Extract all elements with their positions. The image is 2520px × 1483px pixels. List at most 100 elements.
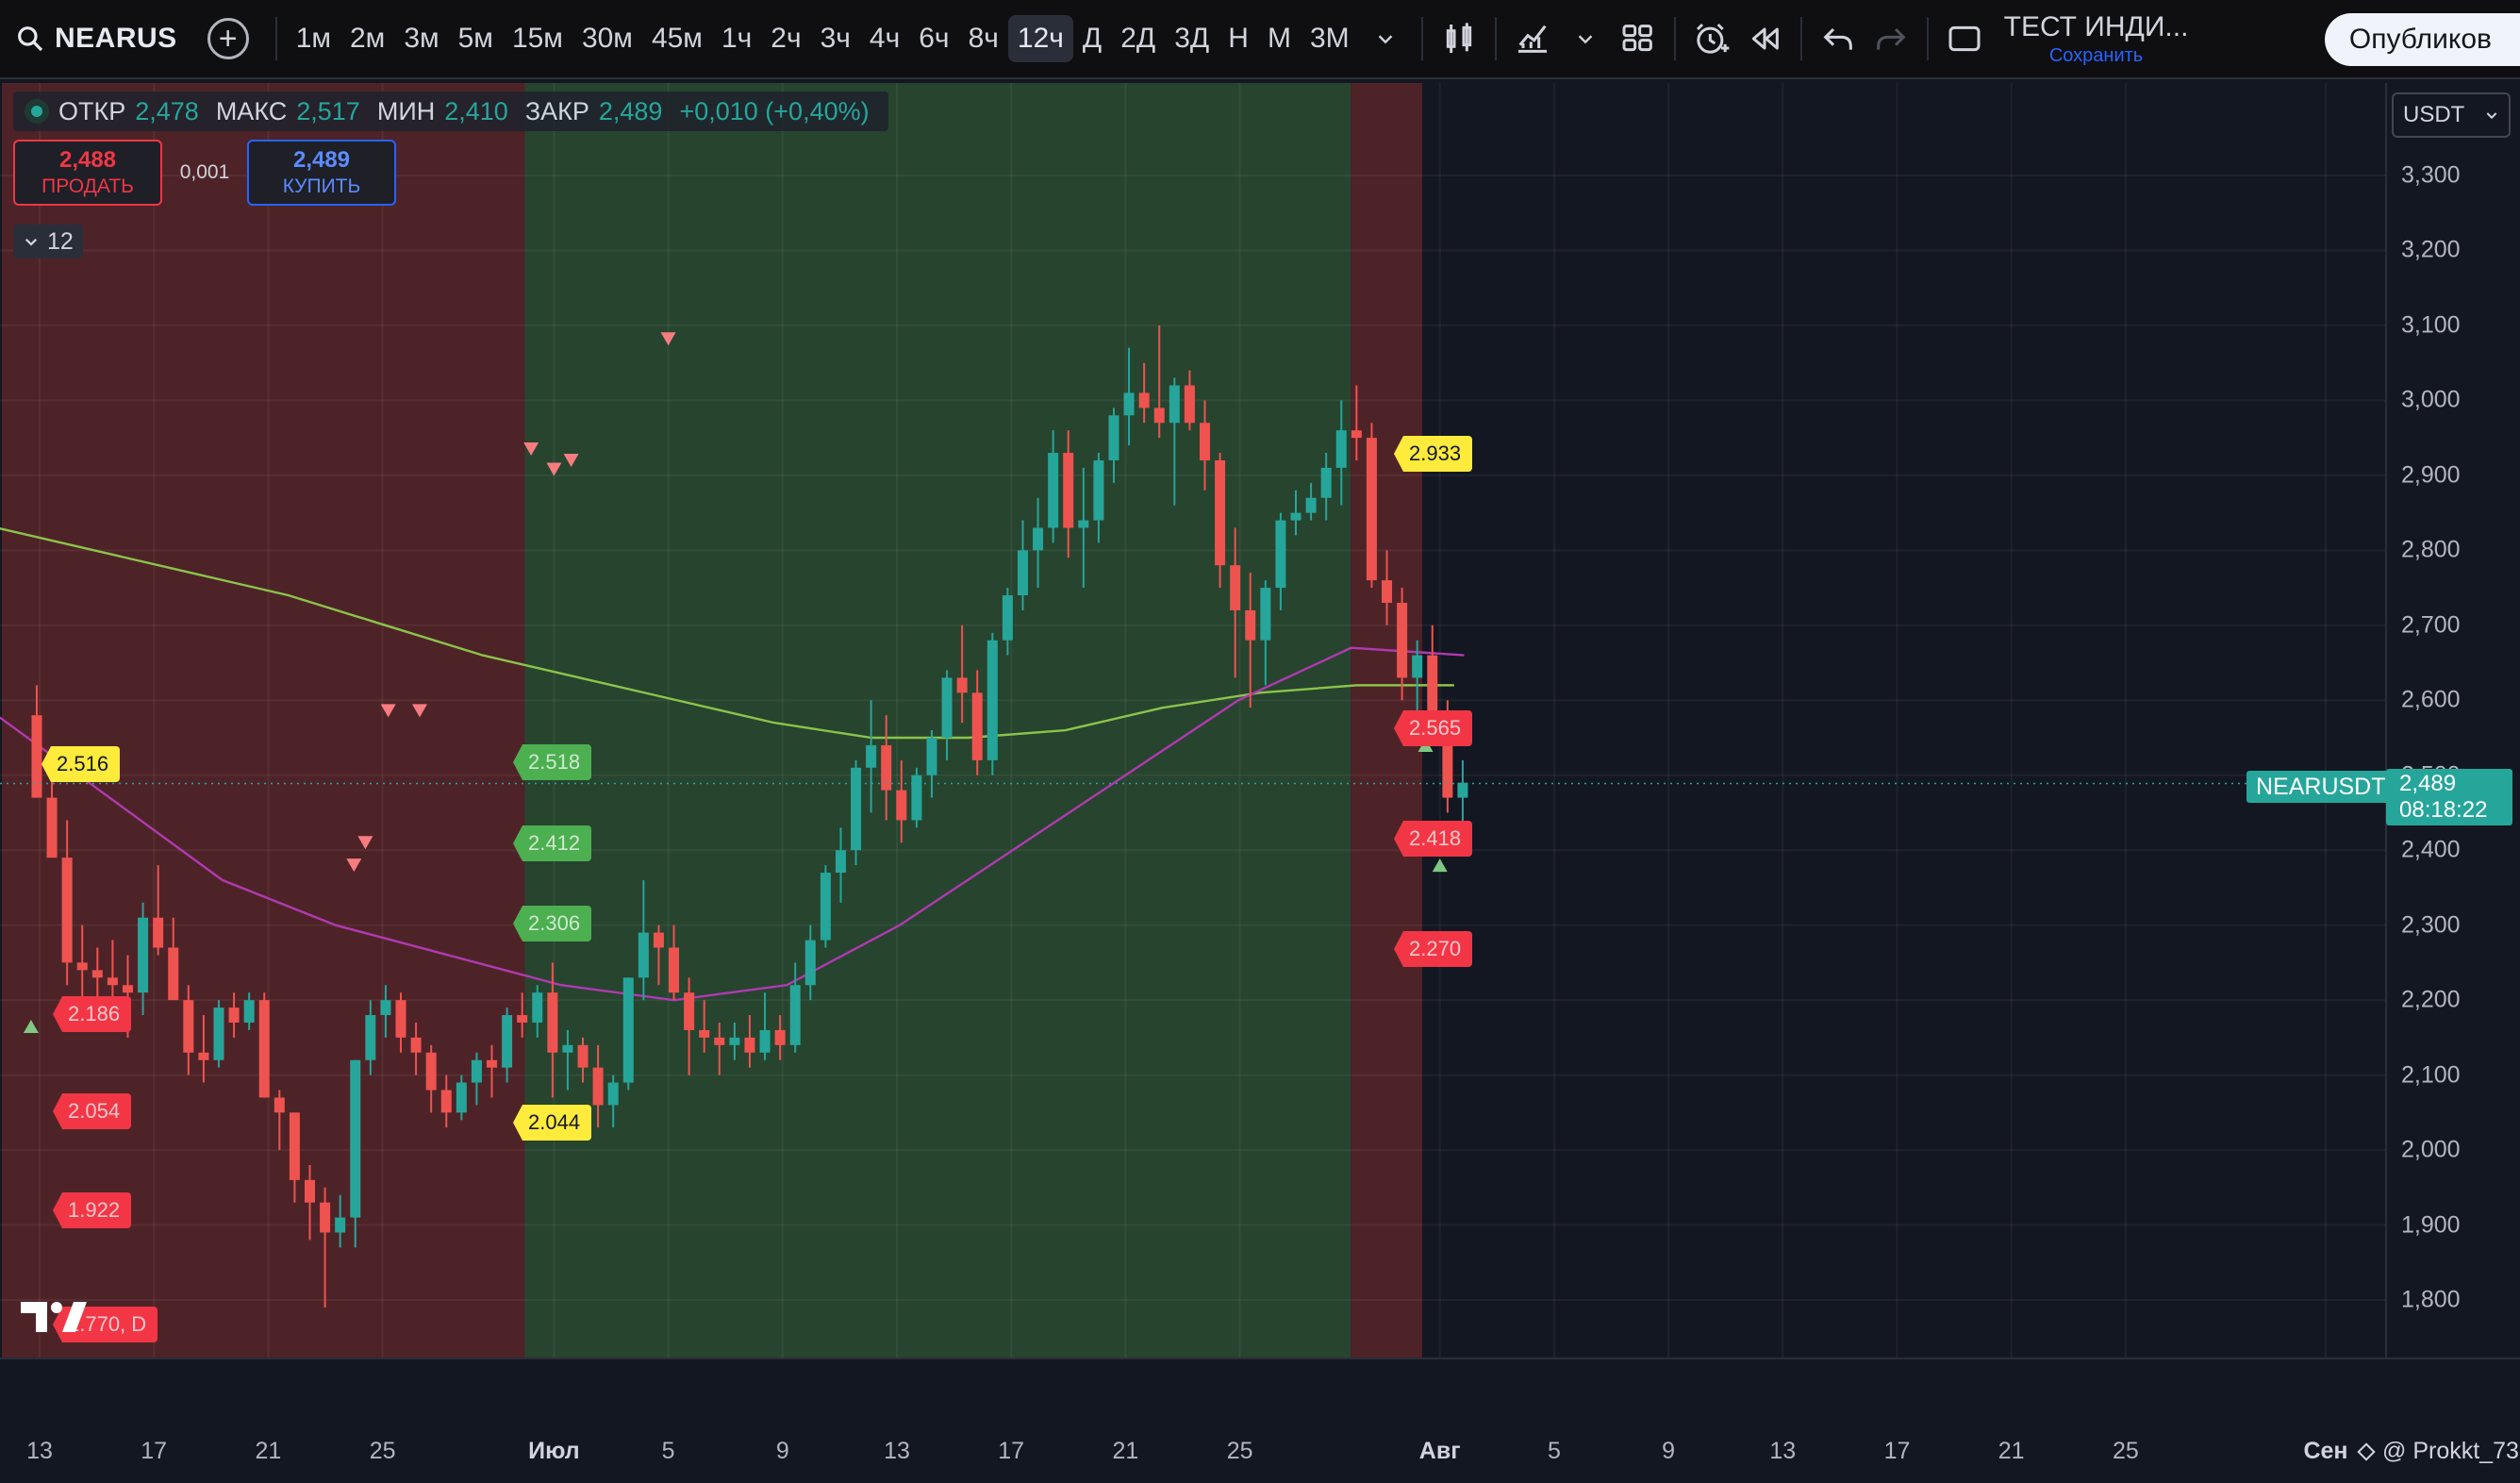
grid-layer — [0, 83, 2386, 1358]
timeframe-17[interactable]: Н — [1228, 23, 1249, 54]
time-tick: 21 — [1112, 1438, 1139, 1464]
candle-body — [638, 932, 649, 978]
time-tick: 5 — [1547, 1438, 1561, 1464]
timeframe-11[interactable]: 6ч — [919, 23, 950, 54]
timeframe-14[interactable]: Д — [1082, 23, 1102, 54]
undo-button[interactable] — [1812, 12, 1865, 65]
layout-title[interactable]: ТЕСТ ИНДИ... Сохранить — [2004, 11, 2189, 67]
candle-body — [729, 1037, 740, 1045]
candle-body — [1382, 580, 1393, 603]
timeframe-2[interactable]: 3м — [404, 23, 439, 54]
candle-body — [1153, 408, 1165, 424]
undo-icon — [1823, 27, 1852, 50]
candle-body — [335, 1217, 346, 1233]
chevron-down-icon — [1578, 35, 1592, 44]
time-tick: 25 — [2112, 1438, 2139, 1464]
candle-body — [1427, 655, 1438, 716]
candle-body — [76, 962, 88, 971]
candle-body — [804, 940, 816, 986]
time-tick: 9 — [1662, 1438, 1676, 1464]
timeframe-15[interactable]: 2Д — [1120, 23, 1156, 54]
templates-button[interactable] — [1612, 12, 1665, 65]
buy-price: 2,489 — [292, 147, 351, 173]
chart-canvas[interactable] — [0, 81, 2520, 1483]
replay-button[interactable] — [1738, 12, 1791, 65]
toolbar-divider — [1420, 17, 1423, 60]
bar-style-button[interactable] — [1433, 12, 1485, 65]
change-value: +0,010 (+0,40%) — [679, 96, 870, 125]
price-tick: 2,400 — [2401, 836, 2461, 863]
candle-body — [1093, 459, 1104, 521]
price-tick: 2,700 — [2401, 611, 2461, 639]
timeframe-13[interactable]: 12ч — [1007, 15, 1073, 62]
buy-signal-marker — [23, 1019, 39, 1033]
alert-button[interactable] — [1685, 12, 1738, 65]
low-label: МИН — [376, 96, 436, 125]
indicators-collapse-button[interactable]: 12 — [13, 225, 83, 258]
open-value: 2,478 — [135, 96, 199, 125]
low-value: 2,410 — [444, 96, 508, 125]
candle-body — [425, 1052, 437, 1091]
time-tick: 17 — [998, 1438, 1025, 1464]
candle-body — [471, 1059, 482, 1083]
candle-body — [744, 1037, 755, 1053]
tradingview-logo-icon[interactable] — [21, 1298, 89, 1336]
chevron-down-icon — [2486, 112, 2497, 120]
candle-body — [926, 738, 937, 775]
candle-body — [320, 1202, 331, 1233]
timeframe-19[interactable]: 3М — [1309, 23, 1350, 54]
time-tick: Июл — [528, 1438, 580, 1464]
candle-body — [971, 692, 983, 760]
buy-signal-marker — [1432, 858, 1448, 873]
timeframe-5[interactable]: 30м — [581, 23, 633, 54]
redo-button[interactable] — [1865, 12, 1917, 65]
candle-body — [881, 744, 892, 791]
timeframe-12[interactable]: 8ч — [968, 23, 999, 54]
timeframe-18[interactable]: М — [1267, 23, 1291, 54]
signal-layer — [23, 332, 1448, 1033]
timeframe-dropdown[interactable] — [1359, 12, 1412, 65]
market-status-icon[interactable] — [25, 99, 49, 124]
timeframe-3[interactable]: 5м — [457, 23, 493, 54]
buy-button[interactable]: 2,489 КУПИТЬ — [247, 140, 396, 206]
candle-body — [228, 1008, 240, 1023]
indicators-button[interactable] — [1506, 12, 1559, 65]
layout-button[interactable] — [1938, 12, 1991, 65]
timeframe-8[interactable]: 2ч — [771, 23, 802, 54]
timeframe-16[interactable]: 3Д — [1174, 23, 1210, 54]
toolbar-divider — [1673, 17, 1676, 60]
candle-body — [1412, 655, 1423, 678]
candle-body — [304, 1179, 315, 1203]
candle-body — [1351, 430, 1362, 439]
symbol-price-label: NEARUSDT — [2246, 771, 2396, 803]
publish-button[interactable]: Опубликов — [2324, 13, 2520, 66]
timeframe-1[interactable]: 2м — [350, 23, 386, 54]
timeframe-4[interactable]: 15м — [511, 23, 563, 54]
candle-body — [851, 767, 862, 851]
sell-button[interactable]: 2,488 ПРОДАТЬ — [13, 140, 162, 206]
timeframe-10[interactable]: 4ч — [869, 23, 901, 54]
candle-body — [1397, 602, 1408, 678]
candle-body — [714, 1037, 725, 1045]
chevron-down-icon — [25, 238, 38, 246]
indicators-dropdown[interactable] — [1559, 12, 1612, 65]
save-link[interactable]: Сохранить — [2048, 44, 2144, 66]
candle-body — [532, 992, 543, 1023]
timeframe-9[interactable]: 3ч — [820, 23, 851, 54]
price-tick: 2,900 — [2401, 461, 2461, 489]
price-tick: 2,300 — [2401, 911, 2461, 939]
price-tick: 3,300 — [2401, 161, 2461, 189]
toolbar-divider — [1799, 17, 1802, 60]
timeframe-6[interactable]: 45м — [651, 23, 703, 54]
zone-bullish-1 — [524, 83, 1351, 1358]
currency-value: USDT — [2403, 102, 2465, 127]
symbol-search[interactable]: NEARUS — [0, 0, 196, 78]
close-value: 2,489 — [598, 96, 663, 125]
candle-body — [759, 1029, 771, 1053]
timeframe-7[interactable]: 1ч — [721, 23, 753, 54]
currency-select[interactable]: USDT — [2392, 92, 2511, 138]
timeframe-0[interactable]: 1м — [295, 23, 331, 54]
chart-area[interactable] — [0, 81, 2520, 1483]
candle-body — [31, 715, 42, 798]
plus-circle-icon[interactable]: + — [207, 18, 249, 59]
